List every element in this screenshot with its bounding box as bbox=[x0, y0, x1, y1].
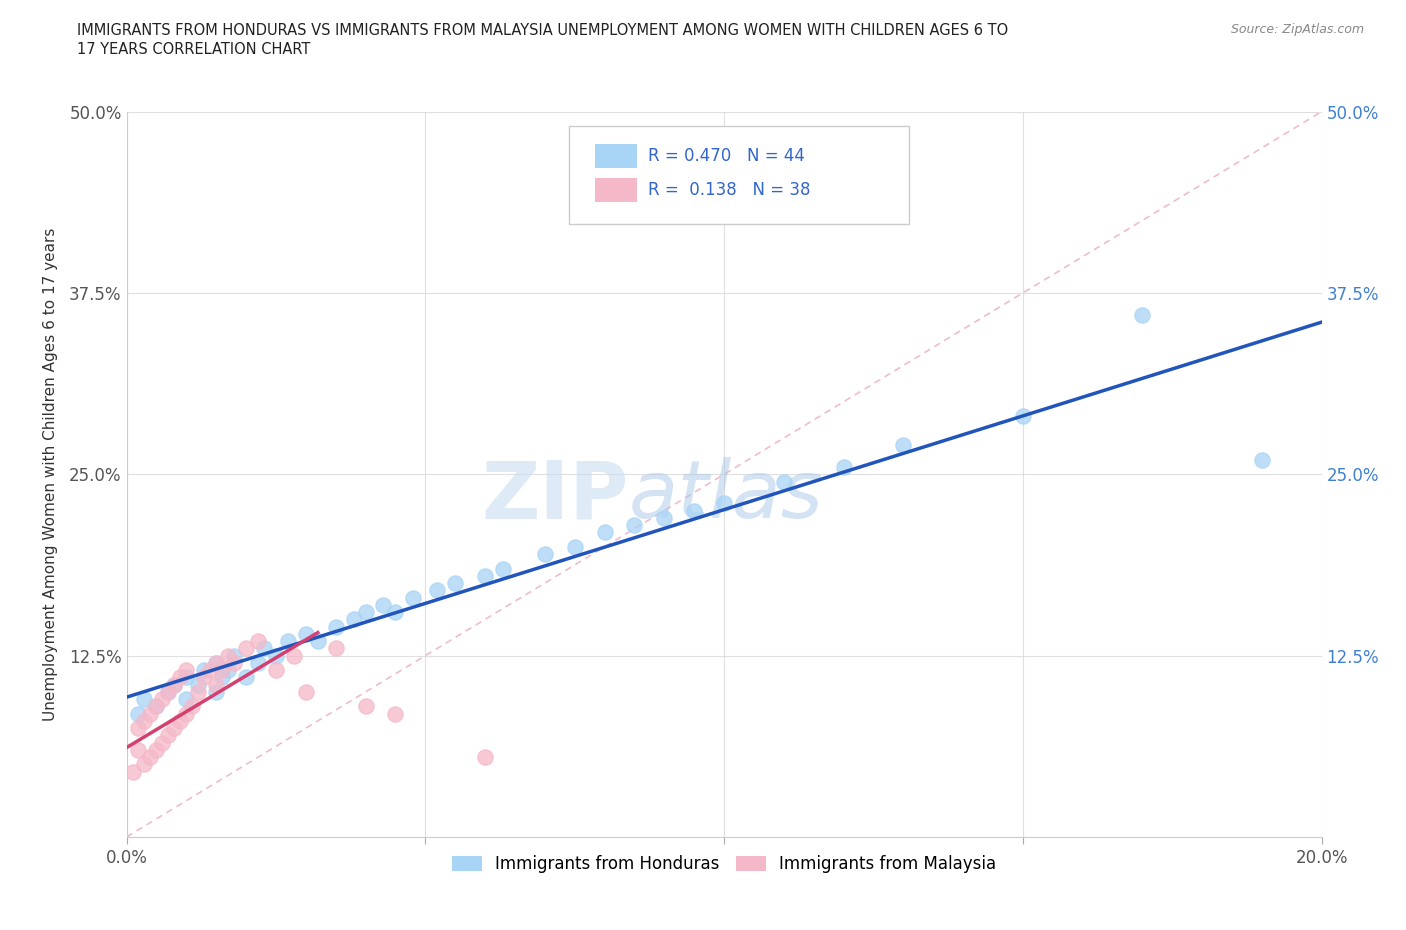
Point bbox=[247, 656, 270, 671]
Point bbox=[402, 591, 425, 605]
Point bbox=[205, 656, 228, 671]
Point bbox=[713, 496, 735, 511]
Point bbox=[534, 547, 557, 562]
Point bbox=[474, 750, 496, 764]
Point bbox=[222, 648, 246, 663]
Point bbox=[139, 750, 162, 764]
Point bbox=[325, 619, 347, 634]
FancyBboxPatch shape bbox=[568, 126, 910, 224]
Point bbox=[152, 736, 174, 751]
Point bbox=[217, 648, 239, 663]
Point bbox=[623, 518, 645, 533]
Point bbox=[564, 539, 586, 554]
Point bbox=[193, 663, 215, 678]
Point bbox=[235, 641, 257, 656]
Point bbox=[373, 597, 395, 612]
Point bbox=[474, 568, 496, 583]
Point bbox=[145, 742, 167, 757]
Point bbox=[145, 699, 167, 714]
Point bbox=[200, 663, 222, 678]
Text: Source: ZipAtlas.com: Source: ZipAtlas.com bbox=[1230, 23, 1364, 36]
Point bbox=[773, 474, 796, 489]
Point bbox=[187, 684, 209, 699]
Point bbox=[121, 764, 143, 779]
Point bbox=[264, 648, 287, 663]
Text: 17 YEARS CORRELATION CHART: 17 YEARS CORRELATION CHART bbox=[77, 42, 311, 57]
Point bbox=[134, 692, 156, 707]
Point bbox=[211, 663, 233, 678]
Bar bbox=[595, 179, 637, 203]
Point bbox=[253, 641, 276, 656]
Point bbox=[593, 525, 616, 539]
Bar bbox=[595, 144, 637, 168]
Text: R =  0.138   N = 38: R = 0.138 N = 38 bbox=[648, 181, 810, 199]
Point bbox=[893, 438, 915, 453]
Point bbox=[283, 648, 305, 663]
Point bbox=[294, 627, 316, 642]
Point bbox=[127, 742, 149, 757]
Point bbox=[211, 670, 233, 684]
Point bbox=[205, 677, 228, 692]
Point bbox=[652, 177, 675, 192]
Legend: Immigrants from Honduras, Immigrants from Malaysia: Immigrants from Honduras, Immigrants fro… bbox=[446, 848, 1002, 880]
Point bbox=[307, 633, 329, 648]
Point bbox=[205, 656, 228, 671]
Point bbox=[235, 670, 257, 684]
Point bbox=[134, 757, 156, 772]
Point bbox=[264, 663, 287, 678]
Point bbox=[145, 699, 167, 714]
Point bbox=[1251, 452, 1274, 467]
Point bbox=[174, 706, 197, 721]
Point bbox=[193, 670, 215, 684]
Point bbox=[187, 677, 209, 692]
Point bbox=[163, 677, 186, 692]
Point bbox=[343, 612, 366, 627]
Point bbox=[174, 670, 197, 684]
Point bbox=[152, 692, 174, 707]
Point bbox=[134, 713, 156, 728]
Point bbox=[492, 561, 515, 576]
Point bbox=[222, 656, 246, 671]
Point bbox=[174, 663, 197, 678]
Point bbox=[127, 706, 149, 721]
Point bbox=[157, 728, 180, 743]
Point bbox=[384, 604, 406, 619]
Point bbox=[1011, 409, 1033, 424]
Y-axis label: Unemployment Among Women with Children Ages 6 to 17 years: Unemployment Among Women with Children A… bbox=[44, 228, 58, 721]
Point bbox=[169, 713, 191, 728]
Point bbox=[163, 677, 186, 692]
Text: IMMIGRANTS FROM HONDURAS VS IMMIGRANTS FROM MALAYSIA UNEMPLOYMENT AMONG WOMEN WI: IMMIGRANTS FROM HONDURAS VS IMMIGRANTS F… bbox=[77, 23, 1008, 38]
Text: ZIP: ZIP bbox=[481, 457, 628, 535]
Point bbox=[157, 684, 180, 699]
Point bbox=[294, 684, 316, 699]
Point bbox=[127, 721, 149, 736]
Point bbox=[354, 604, 377, 619]
Point bbox=[384, 706, 406, 721]
Point bbox=[444, 576, 467, 591]
Point bbox=[832, 459, 855, 474]
Text: R = 0.470   N = 44: R = 0.470 N = 44 bbox=[648, 147, 804, 165]
Point bbox=[157, 684, 180, 699]
Point bbox=[354, 699, 377, 714]
Point bbox=[139, 706, 162, 721]
Point bbox=[217, 663, 239, 678]
Point bbox=[247, 633, 270, 648]
Point bbox=[1130, 307, 1153, 322]
Point bbox=[277, 633, 299, 648]
Point bbox=[169, 670, 191, 684]
Point bbox=[163, 721, 186, 736]
Point bbox=[652, 511, 675, 525]
Point bbox=[325, 641, 347, 656]
Point bbox=[181, 699, 204, 714]
Point bbox=[683, 503, 706, 518]
Point bbox=[205, 684, 228, 699]
Point bbox=[426, 583, 449, 598]
Text: atlas: atlas bbox=[628, 457, 824, 535]
Point bbox=[174, 692, 197, 707]
